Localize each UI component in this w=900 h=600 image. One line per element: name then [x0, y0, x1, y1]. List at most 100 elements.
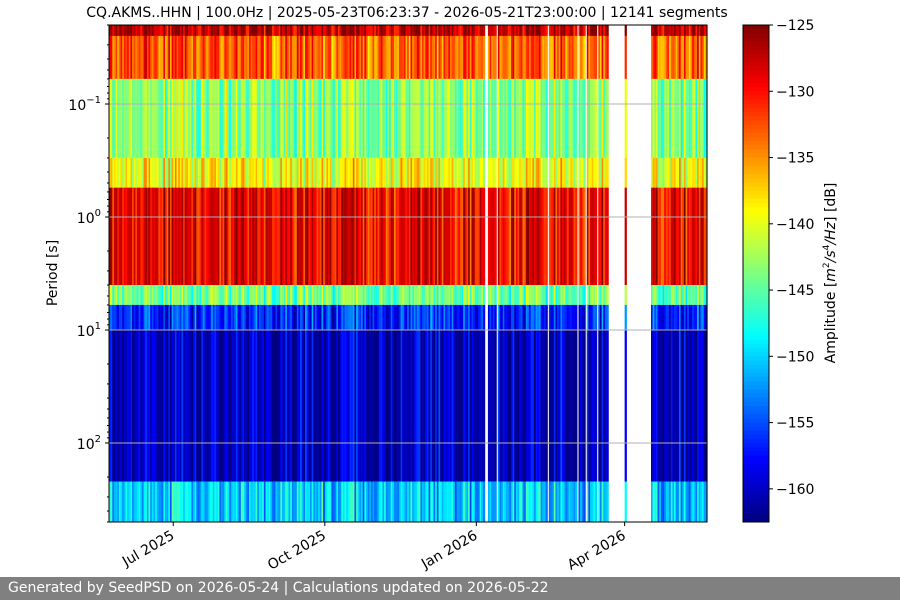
heatmap-cell — [277, 330, 280, 482]
heatmap-cell — [487, 285, 491, 305]
heatmap-cell — [507, 330, 510, 482]
heatmap-cell — [143, 285, 146, 305]
heatmap-cell — [678, 481, 682, 522]
heatmap-cell — [471, 25, 474, 36]
heatmap-cell — [665, 187, 669, 286]
heatmap-cell — [156, 304, 160, 330]
heatmap-cell — [118, 285, 122, 305]
heatmap-cell — [578, 481, 581, 522]
heatmap-cell — [163, 25, 166, 36]
heatmap-cell — [247, 481, 250, 522]
heatmap-cell — [448, 304, 451, 330]
heatmap-cell — [333, 330, 336, 482]
heatmap-cell — [664, 330, 667, 482]
heatmap-cell — [201, 330, 204, 482]
heatmap-cell — [166, 35, 169, 79]
heatmap-cell — [543, 78, 547, 158]
heatmap-cell — [558, 304, 561, 330]
heatmap-cell — [277, 187, 280, 286]
heatmap-cell — [339, 330, 342, 482]
heatmap-cell — [703, 35, 706, 79]
heatmap-cell — [291, 157, 295, 188]
heatmap-cell — [342, 481, 346, 522]
heatmap-cell — [428, 25, 431, 36]
heatmap-cell — [453, 187, 456, 286]
heatmap-cell — [573, 35, 576, 79]
heatmap-cell — [586, 187, 589, 286]
heatmap-cell — [352, 25, 356, 36]
heatmap-cell — [461, 304, 464, 330]
heatmap-cell — [168, 78, 171, 158]
heatmap-cell — [430, 25, 433, 36]
heatmap-cell — [545, 330, 548, 482]
heatmap-cell — [240, 25, 244, 36]
heatmap-cell — [445, 330, 448, 482]
heatmap-cell — [654, 35, 657, 79]
heatmap-cell — [542, 285, 545, 305]
heatmap-cell — [337, 78, 341, 158]
colorbar-segment — [743, 244, 769, 250]
heatmap-cell — [478, 330, 481, 482]
heatmap-cell — [321, 187, 324, 286]
heatmap-cell — [415, 35, 418, 79]
heatmap-cell — [669, 25, 672, 36]
heatmap-cell — [300, 330, 303, 482]
heatmap-cell — [481, 25, 484, 36]
heatmap-cell — [675, 25, 678, 36]
heatmap-cell — [163, 157, 166, 188]
colorbar-segment — [743, 439, 769, 444]
heatmap-cell — [702, 481, 705, 522]
heatmap-cell — [369, 304, 372, 330]
heatmap-cell — [451, 330, 454, 482]
heatmap-cell — [515, 35, 519, 79]
colorbar-segment — [743, 364, 769, 370]
heatmap-cell — [598, 157, 601, 188]
heatmap-cell — [422, 78, 425, 158]
heatmap-cell — [445, 78, 448, 158]
heatmap-cell — [522, 285, 525, 305]
heatmap-cell — [356, 157, 359, 188]
heatmap-cell — [352, 187, 356, 286]
heatmap-cell — [306, 187, 309, 286]
heatmap-cell — [428, 157, 431, 188]
heatmap-cell — [672, 25, 675, 36]
heatmap-cell — [458, 25, 461, 36]
heatmap-cell — [362, 157, 365, 188]
heatmap-cell — [697, 187, 700, 286]
heatmap-cell — [127, 35, 130, 79]
heatmap-cell — [398, 187, 402, 286]
heatmap-cell — [450, 35, 453, 79]
heatmap-cell — [590, 330, 593, 482]
heatmap-cell — [660, 157, 664, 188]
heatmap-cell — [361, 35, 364, 79]
heatmap-cell — [214, 157, 217, 188]
heatmap-cell — [420, 481, 423, 522]
heatmap-cell — [189, 25, 192, 36]
heatmap-cell — [482, 157, 486, 188]
heatmap-cell — [117, 481, 120, 522]
heatmap-cell — [354, 35, 357, 79]
colorbar-segment — [743, 290, 769, 295]
heatmap-cell — [118, 304, 122, 330]
heatmap-cell — [542, 304, 545, 330]
heatmap-cell — [364, 25, 367, 36]
heatmap-cell — [196, 304, 199, 330]
heatmap-cell — [268, 35, 272, 79]
colorbar-segment — [743, 348, 769, 353]
heatmap-cell — [130, 35, 133, 79]
heatmap-cell — [476, 157, 479, 188]
heatmap-cell — [497, 35, 501, 79]
heatmap-cell — [342, 78, 346, 158]
heatmap-cell — [670, 285, 674, 305]
heatmap-cell — [250, 78, 253, 158]
heatmap-cell — [181, 330, 184, 482]
heatmap-cell — [255, 481, 258, 522]
heatmap-cell — [581, 304, 585, 330]
heatmap-cell — [219, 78, 222, 158]
heatmap-cell — [237, 304, 240, 330]
heatmap-cell — [181, 25, 184, 36]
heatmap-cell — [225, 187, 229, 286]
heatmap-cell — [385, 78, 389, 158]
heatmap-cell — [591, 481, 594, 522]
heatmap-cell — [537, 187, 540, 286]
